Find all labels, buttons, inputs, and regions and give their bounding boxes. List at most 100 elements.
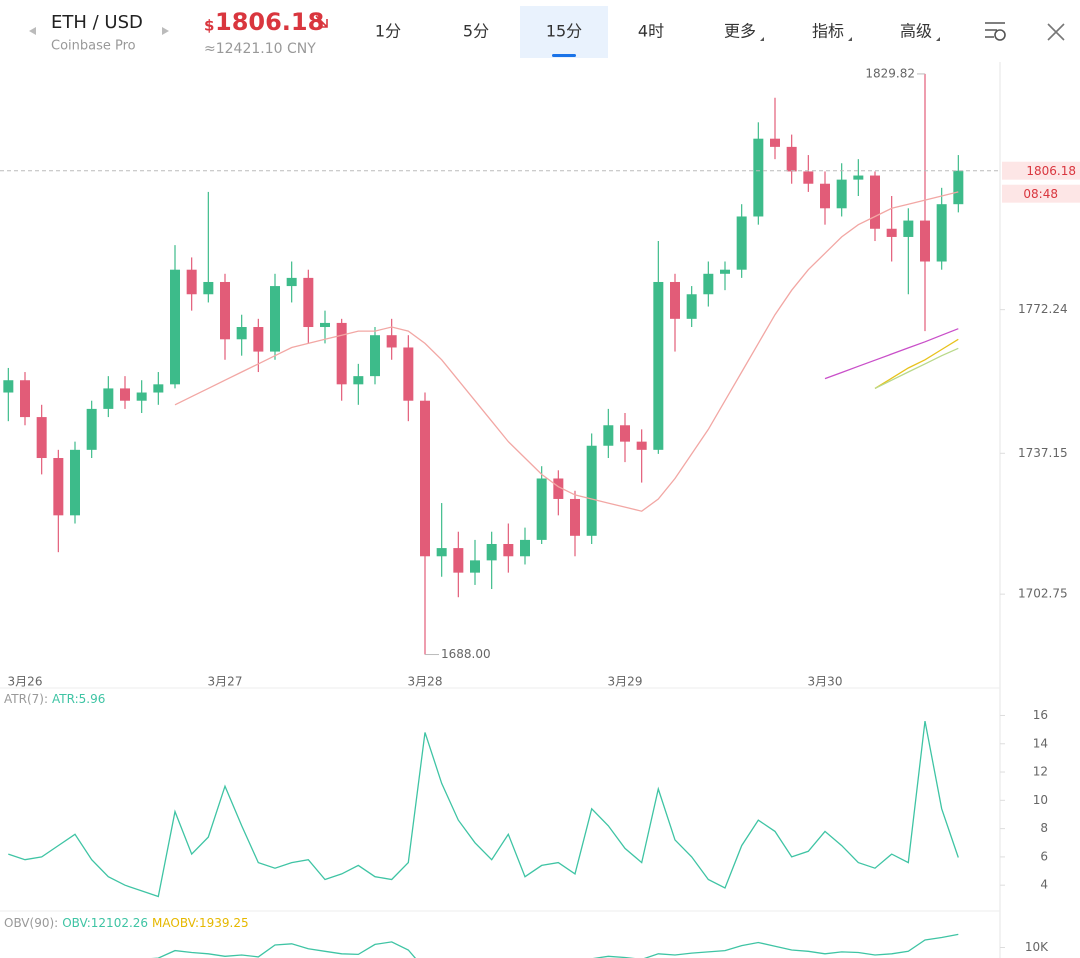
candle-body — [736, 216, 747, 270]
candle-body — [853, 175, 864, 180]
y-tick-label: 12 — [1033, 765, 1048, 779]
candle-body — [920, 220, 930, 262]
candle-body — [603, 425, 614, 446]
x-tick-label: 3月29 — [608, 675, 643, 689]
tab[interactable]: 15分 — [546, 22, 582, 41]
currency-symbol: $ — [204, 17, 214, 35]
candle-body — [586, 445, 597, 536]
candle-body — [436, 548, 447, 557]
countdown-tag — [1002, 184, 1080, 203]
candle-body — [670, 281, 680, 319]
candle-body — [136, 392, 147, 401]
indicator-line — [824, 328, 959, 380]
candle-body — [320, 322, 330, 328]
panel-plot — [151, 933, 959, 958]
next-symbol[interactable] — [162, 27, 169, 35]
candle-body — [886, 228, 897, 237]
indicator-title: OBV(90): OBV:12102.26 MAOBV:1939.25 — [4, 916, 249, 930]
y-tick-label: 10K — [1025, 940, 1049, 954]
y-tick-label: 1737.15 — [1018, 446, 1068, 460]
candle-body — [270, 286, 280, 352]
candle-body — [236, 327, 247, 340]
candle-body — [520, 539, 530, 557]
last-price-tag — [1002, 161, 1080, 180]
symbol[interactable]: ETH / USD — [51, 12, 143, 33]
y-tick-label: 4 — [1040, 878, 1048, 892]
active-tab-bg — [520, 6, 608, 58]
high-label: 1829.82 — [865, 66, 915, 80]
tab[interactable]: 5分 — [463, 22, 489, 41]
candle-body — [70, 449, 80, 516]
y-tick-label: 16 — [1033, 708, 1048, 722]
legend-entry: OBV:12102.26 — [62, 916, 148, 930]
candle-body — [153, 384, 164, 393]
candle-body — [870, 175, 880, 229]
candle-body — [486, 543, 497, 561]
plot-layer: 1702.75 1737.15 1772.24 3月26 3月27 3月28 3月29 3月3… — [0, 66, 1080, 958]
indicator-name: ATR(7): — [4, 692, 48, 706]
candle-body — [786, 146, 797, 172]
cny-price: ≈12421.10 CNY — [204, 41, 316, 57]
x-tick-label: 3月26 — [8, 675, 43, 689]
close-button[interactable] — [1047, 23, 1065, 41]
tab[interactable]: 4时 — [638, 22, 664, 41]
candle-body — [53, 458, 64, 516]
candle-body — [503, 543, 514, 557]
candle-body — [470, 560, 480, 573]
indicator-name: OBV(90): — [4, 916, 58, 930]
tab[interactable]: 高级 — [900, 22, 932, 41]
candle-body — [403, 347, 414, 401]
tab-dropdown — [848, 37, 852, 41]
candle-body — [453, 548, 464, 573]
tab[interactable]: 指标 — [812, 22, 844, 41]
x-tick-label: 3月28 — [408, 675, 443, 689]
candle-body — [536, 478, 547, 540]
candle-body — [86, 408, 97, 450]
settings-icon[interactable] — [985, 22, 1006, 41]
legend-entry: ATR:5.96 — [52, 692, 105, 706]
candle-body — [703, 273, 714, 295]
candle-body — [753, 138, 764, 217]
candle-body — [803, 171, 814, 184]
active-tab-underline — [552, 54, 576, 57]
price: 1806.18 — [215, 8, 324, 36]
y-tick-label: 8 — [1040, 821, 1048, 835]
candle-body — [653, 281, 664, 450]
candle-body — [186, 269, 197, 295]
candle-body — [170, 269, 180, 385]
candle-body — [103, 388, 114, 409]
x-tick-label: 3月27 — [208, 675, 243, 689]
x-tick-label: 3月30 — [808, 675, 843, 689]
candle-body — [636, 441, 647, 450]
low-label: 1688.00 — [441, 647, 491, 661]
candle-body — [3, 380, 14, 393]
tab[interactable]: 1分 — [375, 22, 401, 41]
indicator-line — [874, 338, 959, 389]
candle-body — [686, 294, 697, 319]
exchange: Coinbase Pro — [51, 39, 136, 54]
candle-body — [553, 478, 564, 499]
prev-symbol[interactable] — [29, 27, 36, 35]
down-arrow — [315, 15, 328, 28]
candle-body — [253, 327, 264, 352]
indicator-line — [874, 347, 959, 389]
candle-body — [420, 400, 430, 557]
indicator-line — [174, 191, 959, 512]
candle-body — [720, 269, 730, 274]
candle-body — [303, 277, 314, 328]
candle-body — [820, 183, 830, 209]
y-tick-label: 6 — [1040, 849, 1048, 863]
candle-body — [370, 335, 380, 377]
candle-body — [770, 138, 780, 147]
tab[interactable]: 更多 — [724, 22, 756, 41]
candle-body — [20, 380, 30, 418]
candle-body — [353, 376, 364, 385]
candle-body — [936, 204, 947, 262]
candle-body — [570, 498, 580, 536]
candle-body — [953, 170, 964, 205]
tab-dropdown — [760, 37, 764, 41]
candle-body — [36, 417, 47, 459]
candle-body — [386, 335, 397, 348]
countdown: 08:48 — [1023, 187, 1058, 201]
